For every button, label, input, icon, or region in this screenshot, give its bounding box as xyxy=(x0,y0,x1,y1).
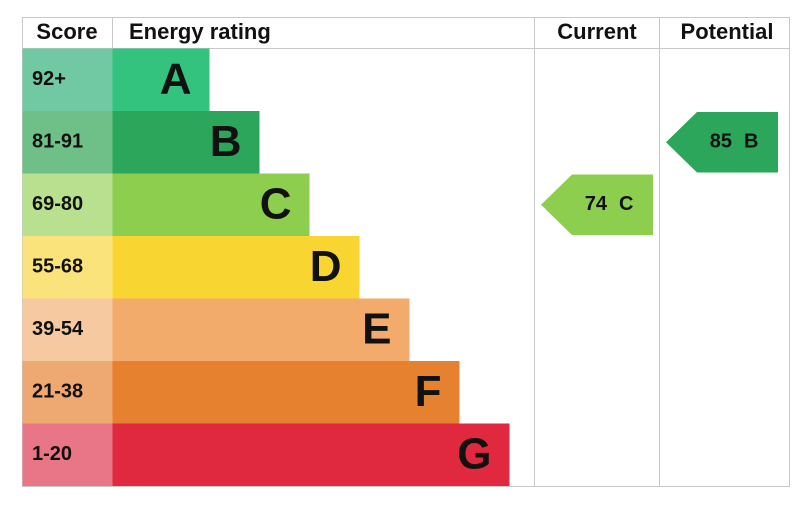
rating-value: 74 xyxy=(585,193,608,215)
header: Current xyxy=(557,19,637,44)
score-label: 55-68 xyxy=(32,256,83,278)
rating-letter: F xyxy=(415,367,442,416)
rating-letter: G xyxy=(457,429,491,478)
score-label: 1-20 xyxy=(32,443,72,465)
rating-bar xyxy=(112,361,460,424)
rating-letter-small: C xyxy=(619,193,633,215)
score-label: 39-54 xyxy=(32,318,84,340)
score-cell xyxy=(22,48,113,111)
rating-letter-small: B xyxy=(744,131,758,153)
header: Energy rating xyxy=(129,19,271,44)
header: Score xyxy=(36,19,97,44)
rating-letter: E xyxy=(362,304,391,353)
score-label: 69-80 xyxy=(32,193,83,215)
score-label: 21-38 xyxy=(32,381,83,403)
score-cell xyxy=(22,236,113,299)
rating-arrow xyxy=(666,112,778,173)
rating-bar xyxy=(112,48,210,111)
score-cell xyxy=(22,111,113,174)
score-cell xyxy=(22,298,113,361)
score-cell xyxy=(22,423,113,486)
score-cell xyxy=(22,173,113,236)
score-label: 81-91 xyxy=(32,131,83,153)
rating-letter: D xyxy=(310,242,342,291)
score-label: 92+ xyxy=(32,68,66,90)
rating-bar xyxy=(112,298,410,361)
rating-bar xyxy=(112,173,310,236)
rating-value: 85 xyxy=(710,131,732,153)
rating-arrow xyxy=(541,174,653,235)
score-cell xyxy=(22,361,113,424)
rating-bar xyxy=(112,423,510,486)
rating-bar xyxy=(112,111,260,174)
header: Potential xyxy=(681,19,774,44)
rating-bar xyxy=(112,236,360,299)
rating-letter: B xyxy=(210,117,242,166)
rating-letter: C xyxy=(260,179,292,228)
rating-letter: A xyxy=(160,54,192,103)
